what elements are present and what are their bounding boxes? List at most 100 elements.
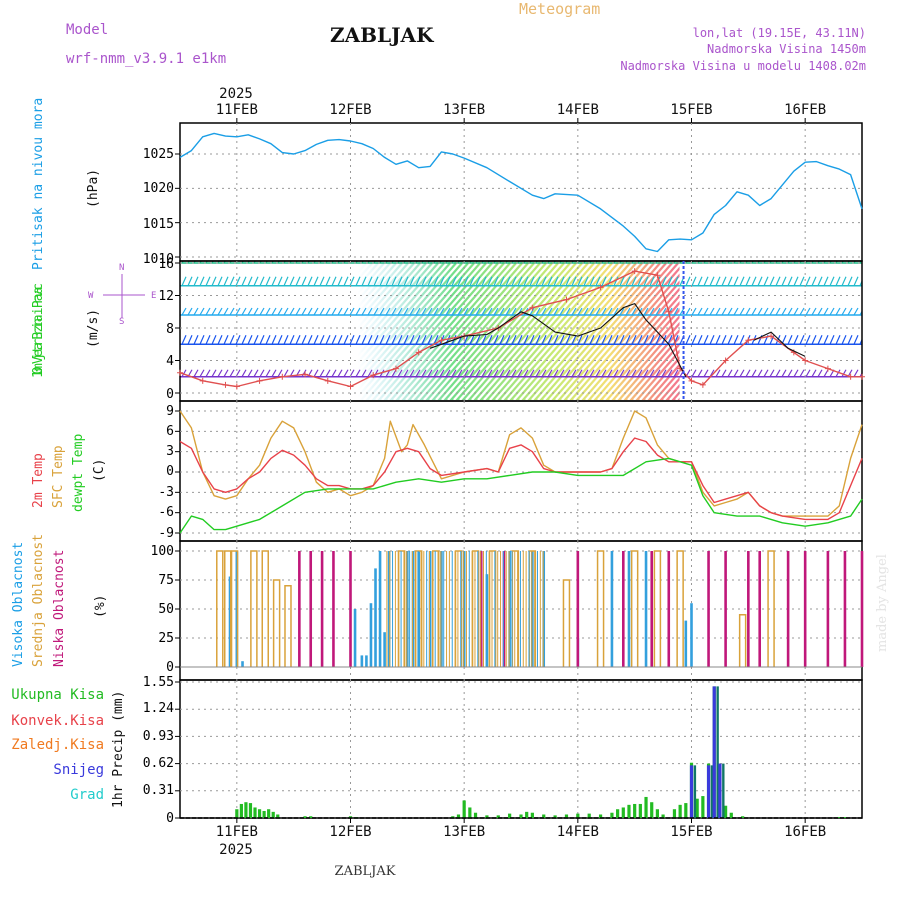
precip-legend-grad: Grad xyxy=(70,787,104,803)
wind-barb xyxy=(859,310,862,316)
wind-barb xyxy=(595,369,601,378)
wind-gust-point xyxy=(859,373,865,380)
cloud-ytick: 25 xyxy=(158,631,174,646)
wind-barb xyxy=(283,335,289,345)
wind-direction-barbs xyxy=(180,261,862,378)
wind-barb xyxy=(775,369,781,378)
bottom-day-label: 11FEB xyxy=(216,824,258,840)
wind-barb xyxy=(511,261,514,264)
wind-barb xyxy=(715,276,721,286)
cloud-high-bar xyxy=(627,551,631,667)
precip-total-bar xyxy=(303,816,307,818)
tempsfc-label: SFC Temp xyxy=(51,445,66,508)
wind-barb xyxy=(697,369,703,378)
wind-barb xyxy=(487,276,493,286)
wind-barb xyxy=(667,369,673,378)
wind-barb xyxy=(709,335,715,345)
wind-barb xyxy=(775,307,781,316)
wind-barb xyxy=(781,276,787,286)
wind-barb xyxy=(409,307,415,316)
wind-barb xyxy=(511,335,517,345)
wind-gust-point xyxy=(392,365,399,372)
cloud-high-bar xyxy=(353,609,357,667)
wind-barb xyxy=(451,369,457,378)
precip-total-bar xyxy=(271,811,275,818)
dewpoint-line xyxy=(179,457,863,534)
cloud-low-bar xyxy=(332,551,335,667)
wind-barb xyxy=(517,335,523,345)
wind-barb xyxy=(439,261,442,264)
wind-barb xyxy=(805,369,811,378)
wind-barb xyxy=(319,369,325,378)
wind-barb xyxy=(199,276,205,286)
precip-total-bar xyxy=(462,800,466,818)
wind-barb xyxy=(835,261,838,264)
top-day-label: 13FEB xyxy=(443,102,485,118)
wind-barb xyxy=(247,307,253,316)
wind-barb xyxy=(367,276,373,286)
wind-barb xyxy=(193,335,199,345)
wind-barb xyxy=(289,335,295,345)
cloud-high-bar xyxy=(374,568,377,667)
wind-barb xyxy=(229,261,232,264)
wind-barb xyxy=(553,261,556,264)
cloud-low-bar xyxy=(758,551,761,667)
wind-barb xyxy=(793,369,799,378)
cloud-high-bar xyxy=(690,603,693,667)
wind-barb xyxy=(247,261,250,264)
wind-barb xyxy=(841,307,847,316)
wind-barb xyxy=(253,335,259,345)
wind-barb xyxy=(721,369,727,378)
wind-barb xyxy=(721,276,727,286)
wind-barb xyxy=(733,261,736,264)
wind-barb xyxy=(385,335,391,345)
cloud-mid-bar xyxy=(284,585,292,667)
precip-total-bar xyxy=(257,809,262,818)
precip-ytick: 1.24 xyxy=(143,701,174,716)
wind-barb xyxy=(829,261,832,264)
wind-barb xyxy=(541,335,547,345)
wind-barb xyxy=(541,307,547,316)
wind-barb xyxy=(463,307,469,316)
precip-grad-bar xyxy=(710,765,714,818)
precip-legend-snow: Snijeg xyxy=(53,762,104,778)
wind-barb xyxy=(229,369,235,378)
wind-barb xyxy=(289,261,292,264)
precip-total-bar xyxy=(661,814,665,818)
precip-unit: 1hr Precip (mm) xyxy=(111,691,126,808)
wind-barb xyxy=(667,276,673,286)
wind-barb xyxy=(397,261,400,264)
wind-barb xyxy=(211,261,214,264)
wind-barb xyxy=(391,307,397,316)
wind-barb xyxy=(433,335,439,345)
wind-gust-point xyxy=(745,337,752,344)
wind-barb xyxy=(493,261,496,264)
cloud-ytick: 100 xyxy=(151,544,174,559)
wind-barb xyxy=(499,261,502,264)
precip-total-bar xyxy=(262,810,266,818)
wind-barb xyxy=(211,335,217,345)
wind-barb xyxy=(301,307,307,316)
wind-barb xyxy=(283,261,286,264)
wind-barb xyxy=(301,335,307,345)
wind-barb xyxy=(475,369,481,378)
wind-barb xyxy=(697,276,703,286)
wind-barb xyxy=(469,261,472,264)
precip-total-bar xyxy=(633,803,637,818)
wind-barb xyxy=(439,369,445,378)
wind-barb xyxy=(415,335,421,345)
wind-barb xyxy=(769,307,775,316)
wind-barb xyxy=(841,276,847,286)
wind-barb xyxy=(409,276,415,286)
wind-barb xyxy=(187,261,190,264)
temp-ytick: 9 xyxy=(166,404,174,419)
wind-barb xyxy=(691,276,697,286)
wind-barb xyxy=(427,276,433,286)
wind-barb xyxy=(439,307,445,316)
wind-barb xyxy=(205,261,208,264)
wind-barb xyxy=(445,369,451,378)
wind-barb xyxy=(529,335,535,345)
wind-barb xyxy=(493,276,499,286)
wind-barb xyxy=(529,276,535,286)
wind-barb xyxy=(361,261,364,264)
